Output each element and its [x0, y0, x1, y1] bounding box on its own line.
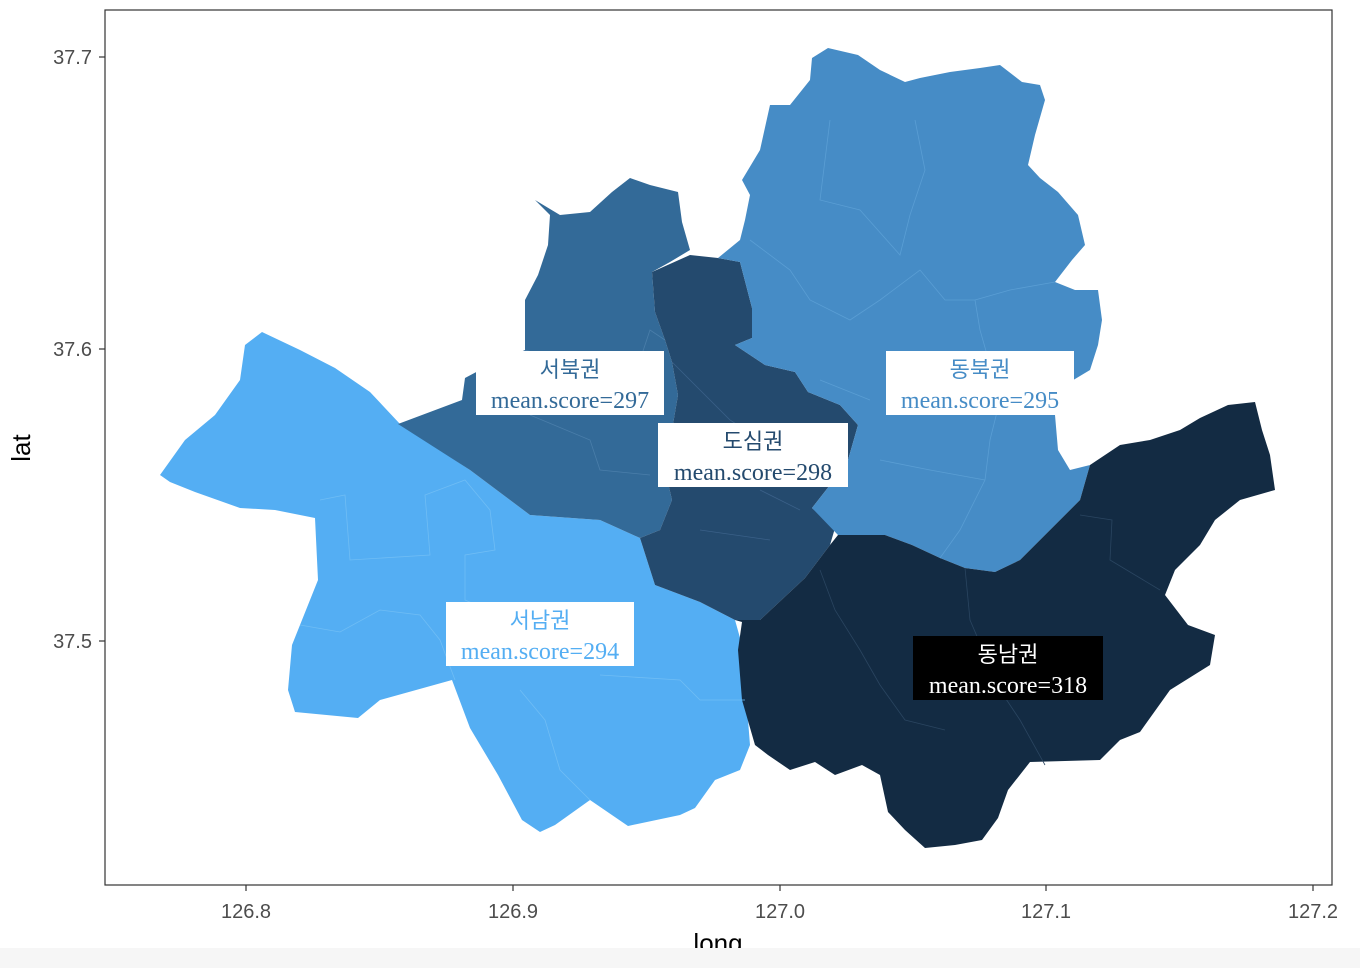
label-box [658, 423, 848, 487]
boundary-line [299, 609, 456, 681]
x-tick-label: 127.0 [755, 901, 805, 923]
y-tick-label: 37.5 [53, 631, 92, 653]
label-dosim: 도심권 mean.score=298 [658, 423, 848, 487]
region-seonam-shape [160, 332, 750, 832]
label-seonam: 서남권 mean.score=294 [446, 602, 634, 666]
region-stat: mean.score=297 [491, 388, 649, 414]
label-dongnam: 동남권 mean.score=318 [913, 636, 1103, 700]
region-name: 도심권 [723, 430, 784, 455]
panel-border [104, 9, 1333, 886]
y-tick-label: 37.7 [53, 47, 92, 69]
region-dongbuk-shape [718, 48, 1102, 572]
region-name: 동북권 [950, 358, 1011, 383]
region-stat: mean.score=294 [461, 639, 619, 665]
x-axis [245, 885, 1314, 891]
region-name: 서북권 [540, 358, 601, 383]
region-stat: mean.score=318 [929, 673, 1087, 699]
window-bottom-edge [0, 948, 1360, 968]
x-tick-label: 127.1 [1021, 901, 1071, 923]
region-stat: mean.score=298 [674, 460, 832, 486]
label-box [476, 351, 664, 415]
district-boundaries [299, 119, 1161, 801]
label-dongbuk: 동북권 mean.score=295 [886, 351, 1074, 415]
x-tick-label: 127.2 [1288, 901, 1338, 923]
region-polygons [160, 48, 1275, 848]
boundary-line [519, 674, 745, 801]
y-axis [99, 56, 105, 642]
region-name: 동남권 [978, 643, 1039, 668]
y-axis-title: lat [6, 433, 36, 461]
x-tick-label: 126.8 [221, 901, 271, 923]
region-dongnam-shape [735, 402, 1275, 848]
y-tick-label: 37.6 [53, 339, 92, 361]
region-name: 서남권 [510, 609, 571, 634]
boundary-line [749, 119, 1001, 559]
region-stat: mean.score=295 [901, 388, 1059, 414]
label-box [913, 636, 1103, 700]
label-box [446, 602, 634, 666]
x-tick-label: 126.9 [488, 901, 538, 923]
label-seobuk: 서북권 mean.score=297 [476, 351, 664, 415]
label-box [886, 351, 1074, 415]
